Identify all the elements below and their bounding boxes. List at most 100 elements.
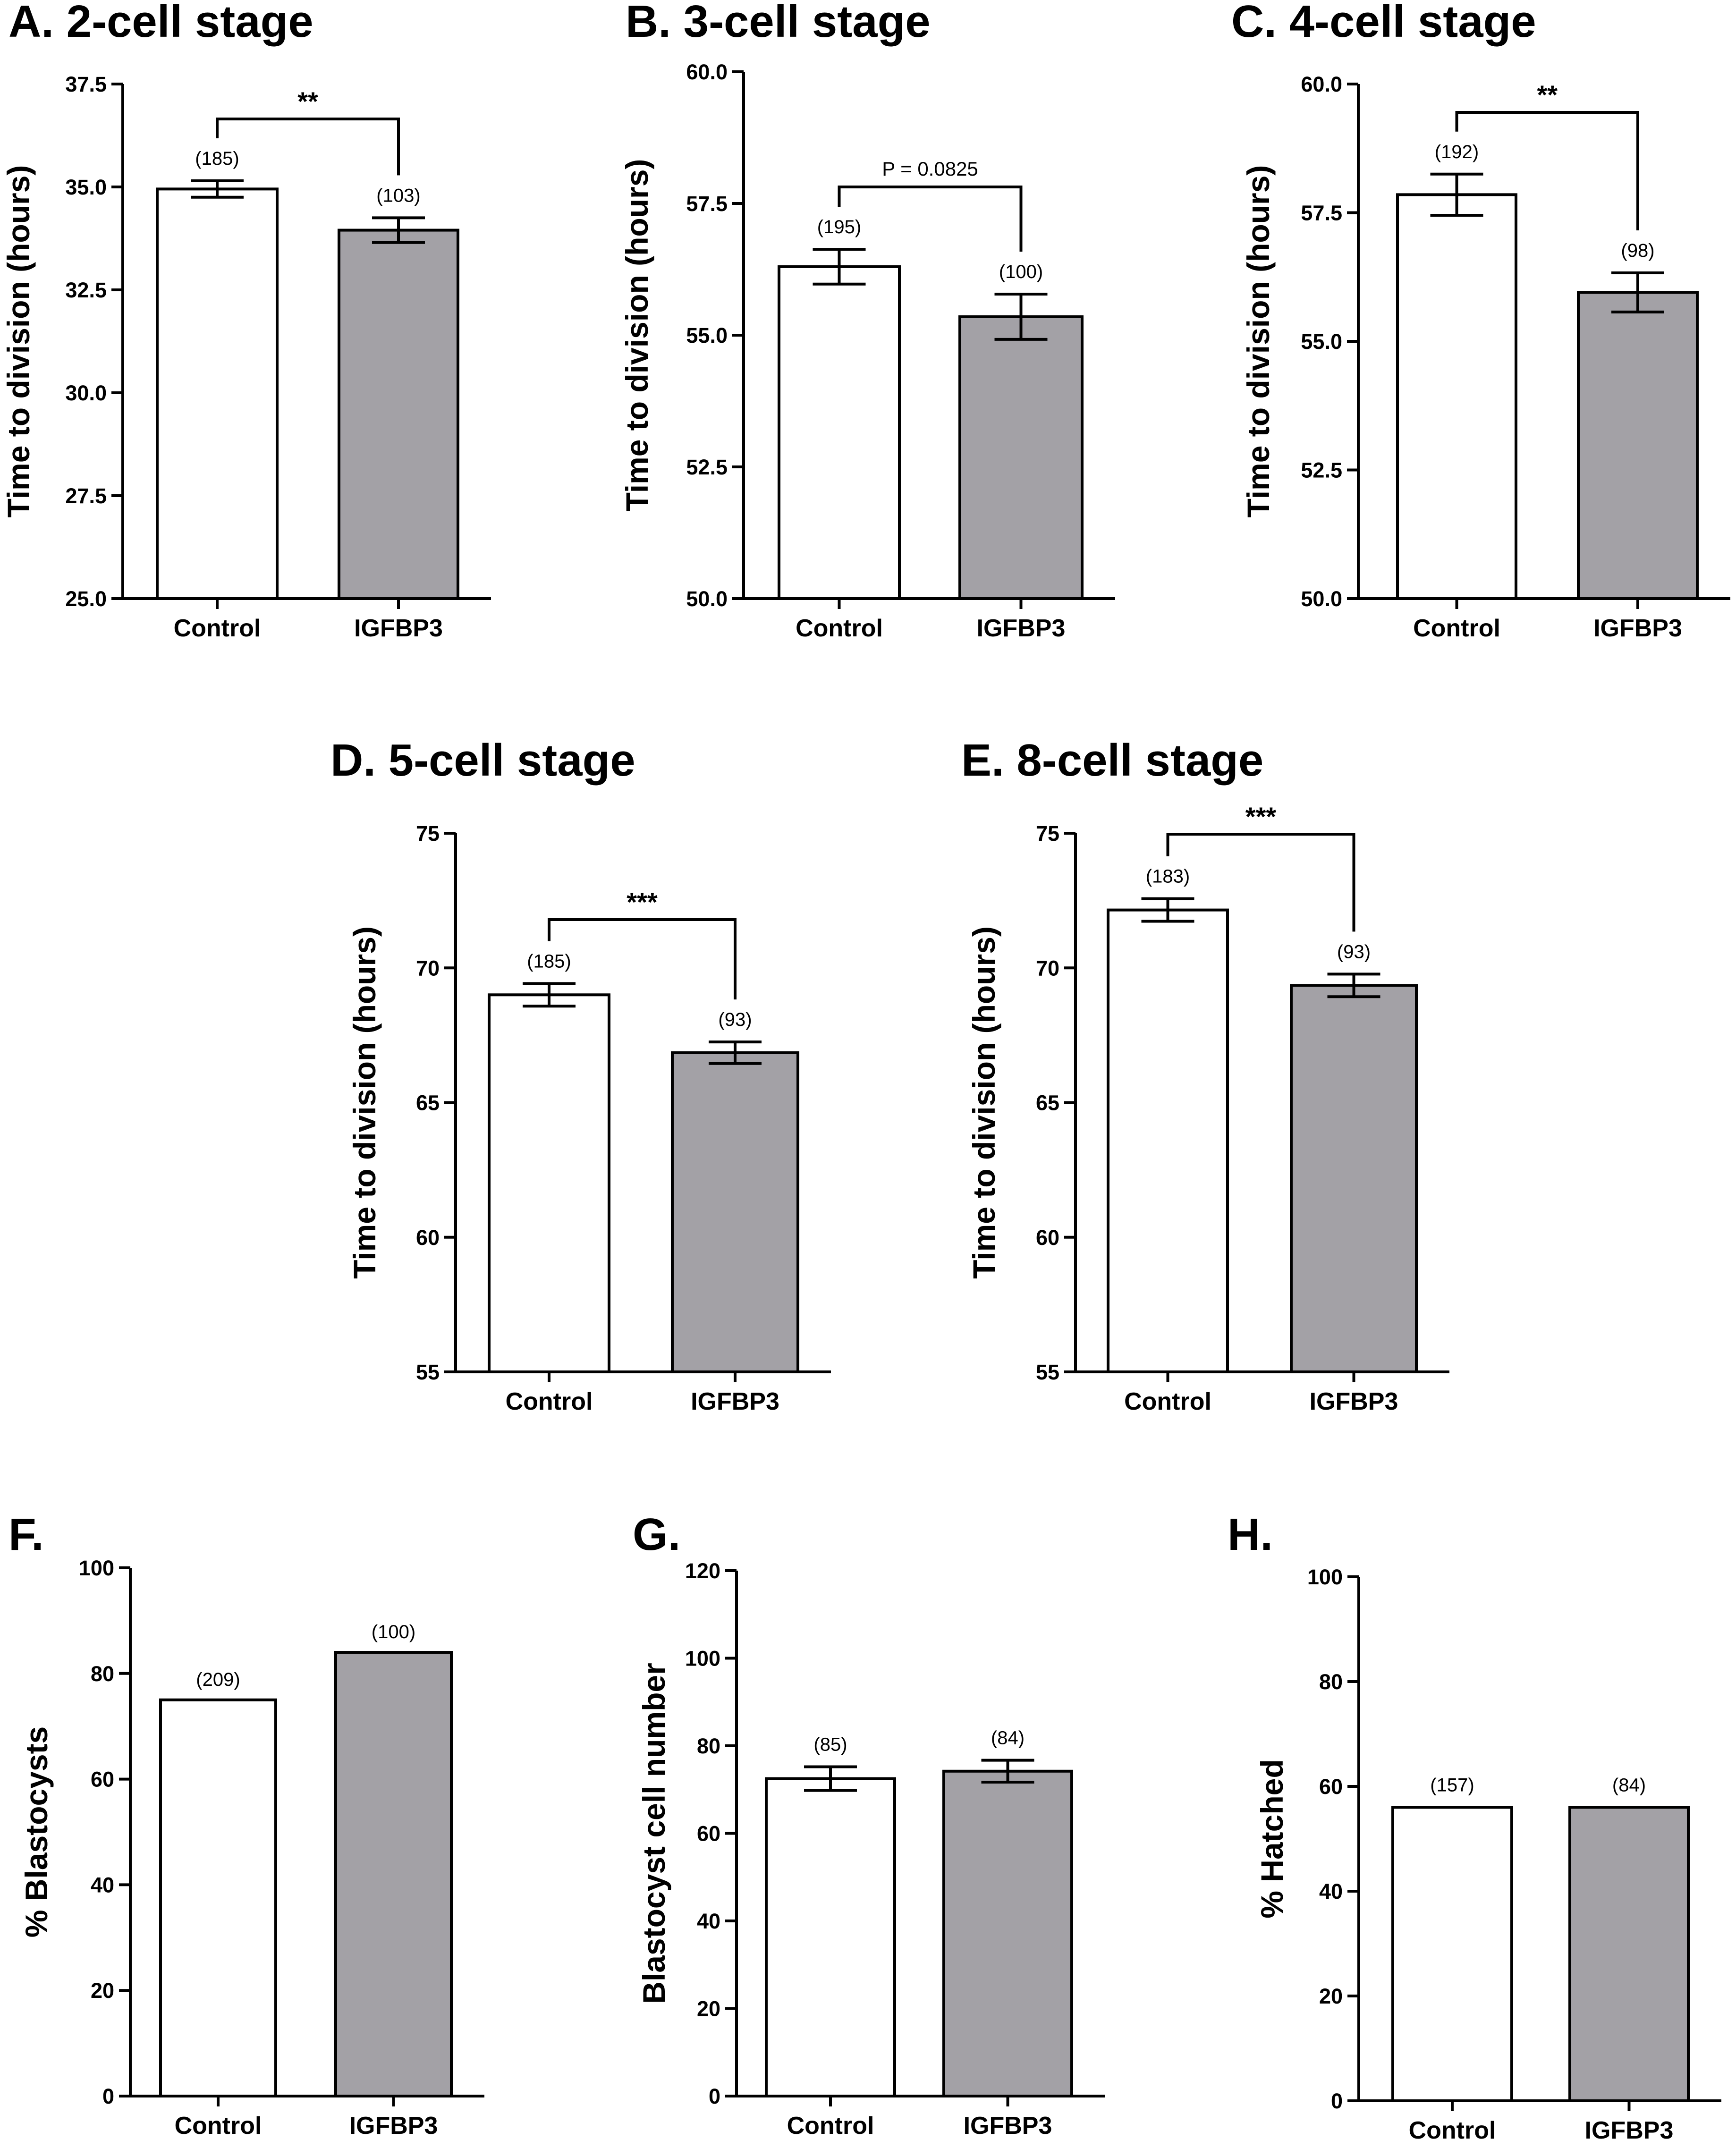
y-tick-label: 55 [416,1360,440,1384]
panel-title: E. 8-cell stage [961,735,1263,786]
x-tick-label: IGFBP3 [977,615,1066,642]
x-tick-label: Control [174,615,261,642]
panel-title: C. 4-cell stage [1231,0,1536,47]
error-bar [1611,271,1664,313]
bar-control [156,187,279,600]
y-tick-label: 80 [1319,1670,1343,1694]
panel-H: H. % Hatched (157) Control (84) IGFBP3 0 20 40 60… [1228,1509,1721,2144]
y-tick-label: 35.0 [65,175,107,199]
bar-control [1391,1806,1513,2102]
x-tick-label: IGFBP3 [1593,615,1682,642]
n-label: (185) [527,951,571,972]
bar-control [488,993,610,1374]
x-tick-label: Control [1413,615,1500,642]
y-tick-label: 70 [416,956,440,980]
y-axis-label: Time to division (hours) [619,159,654,512]
y-tick-label: 70 [1036,956,1059,980]
y-tick-label: 0 [709,2084,720,2108]
bar-igfbp3 [671,1051,799,1373]
x-tick-label: IGFBP3 [349,2112,438,2140]
panel-title: F. [8,1509,44,1560]
y-tick-label: 100 [685,1647,720,1671]
panel-title: H. [1228,1509,1273,1560]
bar-control [159,1698,277,2097]
panel-C: C. 4-cell stage Time to division (hours) (… [1231,0,1730,642]
n-label: (185) [195,148,239,169]
n-label: (93) [1337,941,1371,962]
x-tick-label: Control [506,1388,593,1415]
x-tick-label: IGFBP3 [354,615,443,642]
error-bar [523,982,576,1008]
error-bar [1141,897,1194,923]
y-tick-label: 57.5 [1301,201,1342,225]
y-tick-label: 50.0 [1301,587,1342,611]
panel-G: G. Blastocyst cell number (85) Control (84) I… [633,1509,1105,2140]
significance-bracket [1455,111,1639,231]
y-tick-label: 60 [1319,1775,1343,1799]
x-tick-label: IGFBP3 [1585,2117,1674,2144]
y-axis-label: Time to division (hours) [347,926,382,1279]
y-tick-label: 50.0 [686,587,728,611]
y-tick-label: 57.5 [686,192,728,216]
y-tick-label: 32.5 [65,278,107,302]
error-bar [981,1759,1034,1784]
y-tick-label: 120 [685,1559,720,1583]
significance-bracket [216,118,400,176]
y-tick-label: 60.0 [1301,72,1342,96]
n-label: (93) [718,1009,752,1030]
bar-control [1107,908,1229,1373]
significance-label: *** [627,887,658,917]
bar-control [1396,193,1517,600]
n-label: (100) [999,262,1043,282]
y-tick-label: 60 [91,1767,114,1792]
significance-label: ** [1537,80,1558,110]
error-bar [1430,172,1483,217]
y-tick-label: 100 [79,1556,114,1580]
significance-label: *** [1245,802,1277,831]
y-tick-label: 100 [1307,1565,1343,1589]
panel-E: E. 8-cell stage Time to division (hours) (… [961,735,1449,1415]
panel-title: B. 3-cell stage [626,0,931,47]
x-tick-label: Control [1124,1388,1211,1415]
y-tick-label: 30.0 [65,381,107,405]
y-tick-label: 60.0 [686,60,728,84]
bar-control [778,265,901,600]
significance-bracket [1166,833,1355,932]
y-tick-label: 52.5 [1301,458,1342,482]
panel-title: D. 5-cell stage [330,735,635,786]
y-tick-label: 40 [91,1873,114,1897]
panel-A: A. 2-cell stage Time to division (hours) (… [1,0,491,642]
significance-bracket [548,918,737,1000]
bar-igfbp3 [1568,1806,1690,2102]
error-bar [1327,973,1380,998]
y-tick-label: 52.5 [686,455,728,479]
y-tick-label: 20 [91,1979,114,2003]
x-tick-label: IGFBP3 [964,2112,1052,2140]
error-bar [709,1040,762,1065]
y-tick-label: 75 [1036,821,1059,846]
bar-control [765,1777,896,2097]
y-tick-label: 65 [416,1091,440,1115]
n-label: (195) [817,217,861,237]
n-label: (84) [1612,1775,1646,1795]
y-axis-label: Blastocyst cell number [636,1663,671,2004]
panel-title: A. 2-cell stage [8,0,313,47]
bar-igfbp3 [1577,291,1699,600]
n-label: (209) [196,1669,240,1690]
panel-B: B. 3-cell stage Time to division (hours) (… [619,0,1115,642]
error-bar [813,248,866,286]
panel-F: F. % Blastocysts (209) Control (100) IGFBP3 0 2… [8,1509,484,2140]
x-tick-label: Control [796,615,883,642]
y-tick-label: 0 [102,2084,114,2108]
bar-igfbp3 [958,315,1084,600]
y-tick-label: 65 [1036,1091,1059,1115]
y-axis-label: Time to division (hours) [966,926,1001,1279]
y-axis-label: Time to division (hours) [1241,165,1276,518]
x-tick-label: IGFBP3 [691,1388,779,1415]
error-bar [191,179,244,199]
error-bar [372,216,425,244]
y-axis-label: Time to division (hours) [1,165,36,518]
x-tick-label: Control [787,2112,874,2140]
x-tick-label: Control [1409,2117,1496,2144]
